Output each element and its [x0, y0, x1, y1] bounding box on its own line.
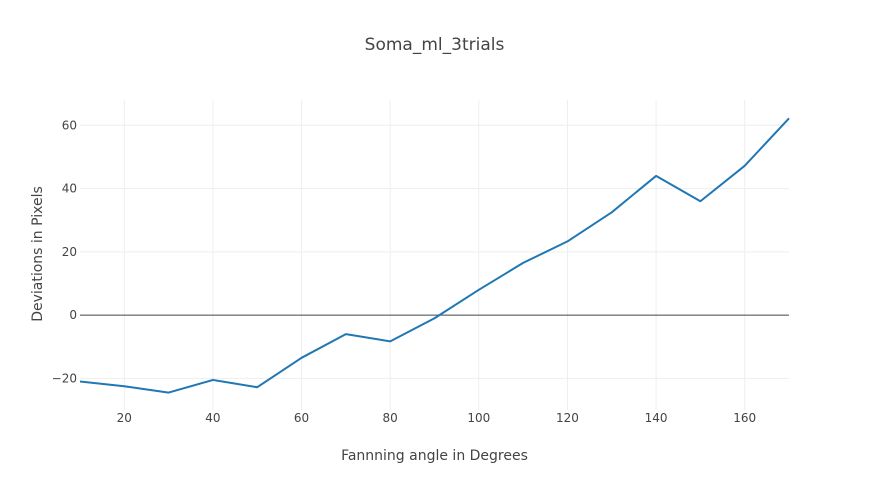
x-tick-label-160: 160	[733, 411, 756, 425]
x-axis-title: Fannning angle in Degrees	[341, 448, 528, 464]
x-tick-label-60: 60	[294, 411, 309, 425]
x-tick-label-40: 40	[205, 411, 220, 425]
y-tick-label-40: 40	[62, 182, 77, 196]
grid-lines	[80, 100, 789, 410]
x-tick-label-100: 100	[467, 411, 490, 425]
chart-title: Soma_ml_3trials	[365, 35, 505, 55]
x-tick-label-120: 120	[556, 411, 579, 425]
y-tick-label-60: 60	[62, 118, 77, 132]
y-tick-label-20: 20	[62, 245, 77, 259]
y-tick-labels: −20 0 20 40 60	[52, 118, 77, 385]
y-axis-title: Deviations in Pixels	[30, 186, 46, 322]
x-tick-labels: 20 40 60 80 100 120 140 160	[117, 411, 756, 425]
y-tick-label-0: 0	[69, 308, 77, 322]
x-tick-label-20: 20	[117, 411, 132, 425]
x-tick-label-140: 140	[645, 411, 668, 425]
series-line-0	[79, 117, 790, 394]
series-layer	[79, 117, 790, 394]
y-tick-label--20: −20	[52, 371, 77, 385]
x-tick-label-80: 80	[383, 411, 398, 425]
